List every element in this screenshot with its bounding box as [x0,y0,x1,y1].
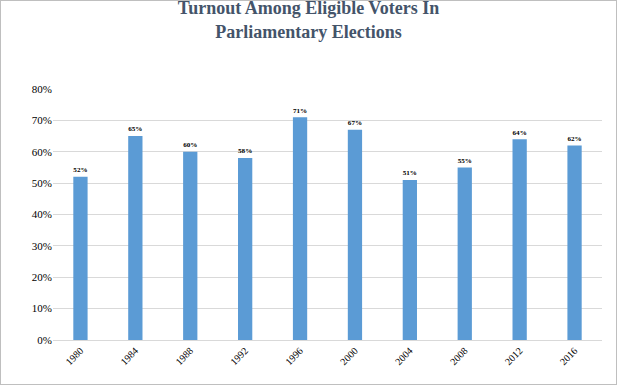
svg-text:1980: 1980 [63,345,85,367]
svg-text:40%: 40% [32,208,52,220]
svg-text:1984: 1984 [118,345,140,367]
svg-text:2016: 2016 [558,345,580,367]
svg-text:60%: 60% [32,146,52,158]
svg-text:Turnout Among Eligible Voters: Turnout Among Eligible Voters InParliame… [178,1,439,42]
svg-text:65%: 65% [128,125,142,133]
svg-text:70%: 70% [32,114,52,126]
svg-text:71%: 71% [293,107,307,115]
svg-text:30%: 30% [32,240,52,252]
svg-text:1988: 1988 [173,345,195,367]
svg-text:67%: 67% [348,119,362,127]
svg-text:60%: 60% [183,141,197,149]
svg-text:80%: 80% [32,83,52,95]
svg-text:2012: 2012 [503,345,525,367]
svg-text:2008: 2008 [448,345,470,367]
svg-text:2000: 2000 [338,345,360,367]
svg-text:58%: 58% [238,147,252,155]
svg-text:10%: 10% [32,302,52,314]
svg-text:2004: 2004 [393,345,415,367]
svg-text:55%: 55% [458,157,472,165]
svg-text:1996: 1996 [283,345,305,367]
svg-text:64%: 64% [513,129,527,137]
svg-text:1992: 1992 [228,345,250,367]
svg-text:20%: 20% [32,271,52,283]
svg-text:62%: 62% [567,135,581,143]
svg-text:51%: 51% [403,169,417,177]
svg-text:52%: 52% [73,166,87,174]
svg-text:0%: 0% [37,334,52,346]
svg-text:50%: 50% [32,177,52,189]
